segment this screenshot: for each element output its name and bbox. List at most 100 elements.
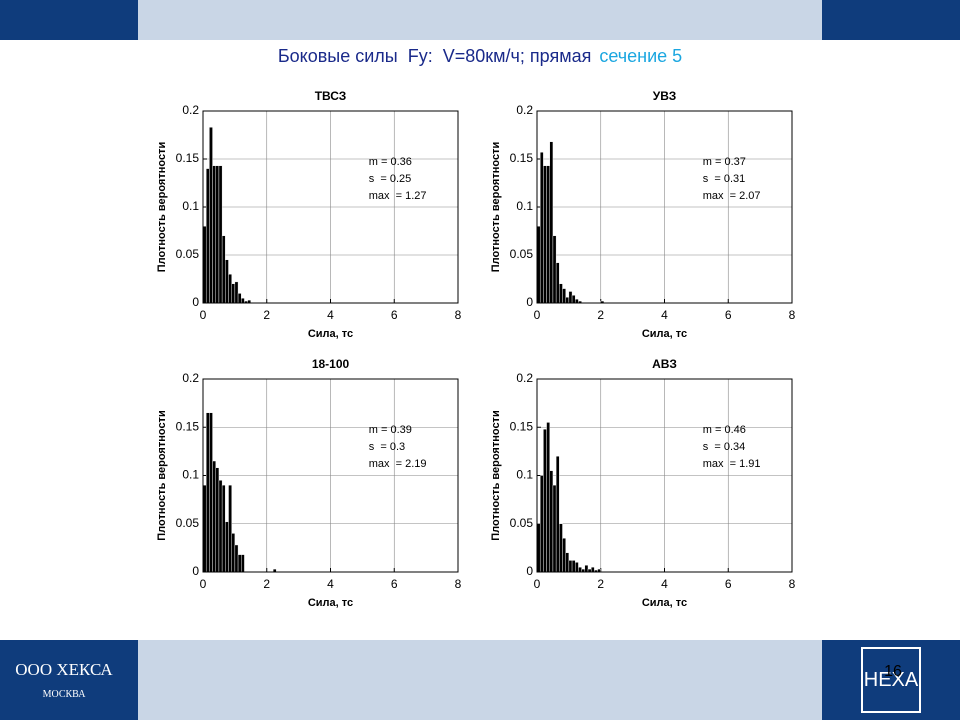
x-tick-label: 0 <box>200 577 207 591</box>
x-tick-label: 2 <box>597 577 604 591</box>
histogram-bar <box>568 291 573 304</box>
x-tick-label: 2 <box>263 577 270 591</box>
annotation: max = 1.27 <box>369 190 427 202</box>
y-tick-label: 0.1 <box>182 199 199 213</box>
chart: 0 0.05 0.1 0.15 0.2 0 2 4 6 8 18-100 Сила, тс Плотно… <box>156 357 462 609</box>
annotation: max = 1.91 <box>703 458 761 470</box>
histogram-bar <box>234 544 239 573</box>
chart-title: ТВСЗ <box>315 89 347 103</box>
histogram-bar <box>212 165 216 304</box>
x-axis-label: Сила, тс <box>308 597 353 609</box>
histogram-bar <box>218 165 223 304</box>
histogram-bar <box>584 565 589 573</box>
y-tick-label: 0.2 <box>516 103 533 117</box>
annotation: max = 2.07 <box>703 190 761 202</box>
annotation: s = 0.25 <box>369 173 412 185</box>
histogram-bar <box>241 298 245 304</box>
x-tick-label: 2 <box>597 308 604 322</box>
plot-frame <box>202 110 459 304</box>
x-tick-label: 0 <box>534 308 541 322</box>
y-tick-label: 0.15 <box>176 419 200 433</box>
y-tick-label: 0.05 <box>176 516 200 530</box>
histogram-bar <box>237 293 242 304</box>
y-axis-label: Плотность вероятности <box>490 142 502 272</box>
page-number: 16 <box>884 663 902 680</box>
logo-box <box>861 647 921 713</box>
x-tick-label: 6 <box>391 577 398 591</box>
x-tick-label: 0 <box>534 577 541 591</box>
histogram-bar <box>568 560 573 573</box>
histogram-bar <box>218 480 223 573</box>
x-tick-label: 4 <box>327 577 334 591</box>
y-tick-label: 0.2 <box>182 103 199 117</box>
chart: 0 0.05 0.1 0.15 0.2 0 2 4 6 8 УВЗ Сила, тс Плотность… <box>490 89 796 340</box>
x-tick-label: 6 <box>725 308 732 322</box>
histogram-bar <box>231 283 236 304</box>
x-tick-label: 6 <box>725 577 732 591</box>
y-tick-label: 0 <box>526 295 533 309</box>
histogram-bar <box>234 281 239 304</box>
histogram-bar <box>543 165 547 304</box>
annotation: m = 0.46 <box>703 424 746 436</box>
histogram-bar <box>225 259 229 304</box>
histogram-bar <box>562 288 566 304</box>
histogram-bar <box>562 538 566 573</box>
annotation: s = 0.34 <box>703 441 746 453</box>
histogram-bar <box>205 412 210 573</box>
y-tick-label: 0 <box>526 564 533 578</box>
y-tick-label: 0.05 <box>176 247 200 261</box>
histogram-bar <box>215 165 220 304</box>
histogram-bar <box>221 484 226 573</box>
histogram-bar <box>549 141 554 304</box>
histogram-bar <box>215 467 220 573</box>
annotation: m = 0.36 <box>369 156 412 168</box>
title-highlight: сечение 5 <box>599 46 682 66</box>
histogram-bar <box>539 152 544 304</box>
y-axis-label: Плотность вероятности <box>490 410 502 540</box>
histogram-bar <box>228 274 232 304</box>
histogram-bar <box>543 428 547 573</box>
y-tick-label: 0.2 <box>516 371 533 385</box>
histogram-bar <box>546 165 550 304</box>
plot-frame <box>536 110 793 304</box>
histogram-bar <box>209 412 213 573</box>
x-tick-label: 8 <box>455 577 462 591</box>
histogram-bar <box>549 470 554 573</box>
y-tick-label: 0.15 <box>176 151 200 165</box>
slide-title: Боковые силы Fy: V=80км/ч; прямая сечение… <box>278 46 682 66</box>
annotation: m = 0.39 <box>369 424 412 436</box>
chart-title: УВЗ <box>653 89 677 103</box>
chart-title: 18-100 <box>312 357 350 371</box>
banner-texture <box>138 0 822 40</box>
histogram-bar <box>575 298 579 304</box>
histogram-bar <box>565 297 570 304</box>
city: МОСКВА <box>43 689 87 700</box>
y-tick-label: 0.1 <box>516 199 533 213</box>
x-tick-label: 8 <box>455 308 462 322</box>
company: ООО ХЕКСА <box>15 660 113 679</box>
x-tick-label: 4 <box>661 577 668 591</box>
x-tick-label: 4 <box>327 308 334 322</box>
annotation: m = 0.37 <box>703 156 746 168</box>
histogram-bar <box>565 552 570 573</box>
histogram-bar <box>221 235 226 304</box>
histogram-bar <box>575 562 579 573</box>
title-main: Боковые силы Fy: V=80км/ч; прямая <box>278 46 592 66</box>
histogram-bar <box>209 127 213 304</box>
histogram-bar <box>555 262 560 304</box>
y-tick-label: 0.2 <box>182 371 199 385</box>
x-axis-label: Сила, тс <box>642 328 687 340</box>
histogram-bar <box>228 484 232 573</box>
y-tick-label: 0.05 <box>510 516 534 530</box>
annotation: s = 0.3 <box>369 441 405 453</box>
y-axis-label: Плотность вероятности <box>156 142 168 272</box>
histogram-bar <box>231 533 236 573</box>
annotation: max = 2.19 <box>369 458 427 470</box>
y-tick-label: 0.15 <box>510 151 534 165</box>
x-tick-label: 2 <box>263 308 270 322</box>
banner-texture <box>138 640 822 720</box>
x-tick-label: 4 <box>661 308 668 322</box>
histogram-bar <box>241 554 245 573</box>
